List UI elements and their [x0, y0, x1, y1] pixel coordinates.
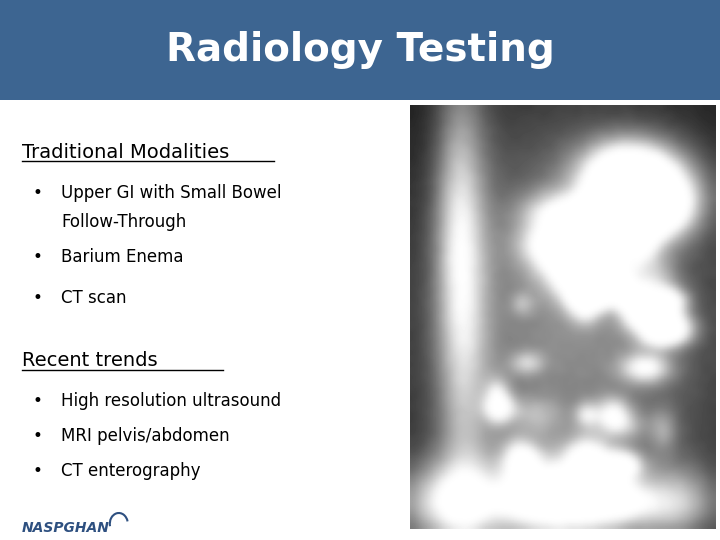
Text: •: •	[32, 289, 42, 307]
FancyBboxPatch shape	[0, 0, 720, 100]
Text: •: •	[32, 462, 42, 480]
Text: High resolution ultrasound: High resolution ultrasound	[61, 392, 282, 409]
Text: •: •	[32, 392, 42, 409]
Text: Traditional Modalities: Traditional Modalities	[22, 143, 229, 162]
Text: Upper GI with Small Bowel: Upper GI with Small Bowel	[61, 184, 282, 201]
Text: Barium Enema: Barium Enema	[61, 248, 184, 266]
Text: Follow-Through: Follow-Through	[61, 213, 186, 231]
Text: MRI pelvis/abdomen: MRI pelvis/abdomen	[61, 427, 230, 444]
Text: •: •	[32, 184, 42, 201]
Text: •: •	[32, 248, 42, 266]
Text: •: •	[32, 427, 42, 444]
Text: NASPGHAN: NASPGHAN	[22, 521, 109, 535]
Text: Radiology Testing: Radiology Testing	[166, 31, 554, 69]
Text: CT enterography: CT enterography	[61, 462, 201, 480]
Text: CT scan: CT scan	[61, 289, 127, 307]
Text: Recent trends: Recent trends	[22, 351, 157, 370]
